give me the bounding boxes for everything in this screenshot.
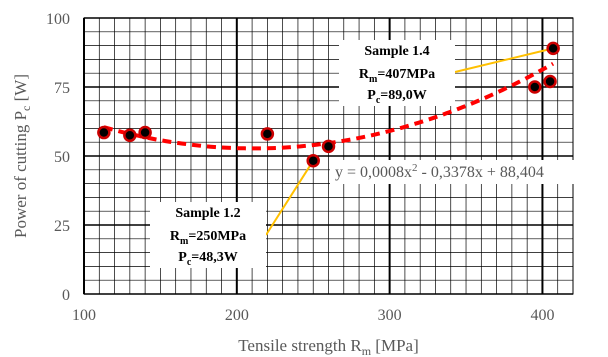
y-axis-title: Power of cutting Pc [W]	[11, 74, 33, 238]
trendline-equation: y = 0,0008x2 - 0,3378x + 88,404	[330, 160, 592, 184]
annotation-rm-rest-1-2: =250MPa	[188, 229, 246, 244]
annotation-leader-line	[265, 160, 315, 236]
x-axis-title-sub: m	[362, 344, 372, 357]
annotation-leader-line	[454, 47, 554, 73]
annotation-pc-1-2: Pc=48,3W	[178, 250, 238, 268]
data-points	[97, 41, 560, 168]
plot-area-border	[83, 17, 574, 295]
data-point	[543, 74, 557, 89]
annotation-rm-main-1-2: R	[170, 229, 181, 244]
x-tick-label: 200	[225, 307, 249, 324]
annotation-rm-sub-1-4: m	[369, 74, 378, 85]
annotation-sample-1-4: Sample 1.4 Rm=407MPa Pc=89,0W	[339, 40, 455, 106]
y-tick-label: 0	[62, 287, 70, 304]
y-axis-title-main: Power of cutting P	[11, 111, 30, 238]
x-tick-label: 400	[530, 307, 554, 324]
y-tick-labels: 0 25 50 75 100	[46, 11, 70, 304]
data-point	[528, 80, 542, 94]
y-axis-title-unit: [W]	[11, 74, 30, 106]
annotation-box-1-2	[150, 202, 266, 268]
x-axis-title: Tensile strength Rm [MPa]	[238, 336, 419, 357]
annotation-rm-rest-1-4: =407MPa	[377, 67, 435, 82]
annotation-box-1-4	[339, 40, 455, 106]
data-point	[546, 41, 560, 56]
annotation-pc-main-1-4: P	[367, 88, 376, 103]
trendline-equation-label: y = 0,0008x2 - 0,3378x + 88,404	[335, 162, 544, 181]
data-point	[123, 128, 137, 143]
y-tick-label: 75	[54, 80, 70, 97]
data-point	[138, 125, 152, 140]
trendline-equation-prefix: y = 0,0008x	[335, 164, 412, 181]
data-point	[321, 139, 336, 154]
x-tick-label: 300	[378, 307, 402, 324]
annotation-pc-sub-1-4: c	[376, 95, 381, 106]
annotation-pc-1-4: Pc=89,0W	[367, 88, 427, 106]
annotation-leader-lines	[265, 47, 554, 236]
data-point	[97, 125, 111, 140]
y-tick-label: 100	[46, 11, 70, 28]
trendline-equation-sup: 2	[412, 162, 418, 174]
annotation-pc-rest-1-2: =48,3W	[191, 250, 237, 265]
trendline-equation-bg	[330, 160, 592, 184]
annotation-pc-main-1-2: P	[178, 250, 187, 265]
y-axis-title-sub: c	[19, 106, 33, 111]
x-tick-label: 100	[72, 307, 96, 324]
x-axis-title-main: Tensile strength R	[238, 336, 362, 355]
x-tick-labels: 100 200 300 400	[72, 307, 554, 324]
x-axis-title-unit: [MPa]	[371, 336, 419, 355]
annotation-title-1-4: Sample 1.4	[364, 44, 429, 59]
annotation-title-1-2: Sample 1.2	[175, 206, 240, 221]
y-tick-label: 25	[54, 218, 70, 235]
annotation-rm-main-1-4: R	[359, 67, 370, 82]
annotation-rm-1-4: Rm=407MPa	[359, 67, 435, 85]
data-point	[306, 153, 320, 168]
annotation-pc-rest-1-4: =89,0W	[380, 88, 426, 103]
data-point	[260, 127, 275, 141]
annotation-rm-sub-1-2: m	[180, 236, 189, 247]
trendline-equation-suffix: - 0,3378x + 88,404	[418, 164, 544, 181]
y-tick-label: 50	[54, 149, 70, 166]
annotation-pc-sub-1-2: c	[187, 257, 192, 268]
annotation-sample-1-2: Sample 1.2 Rm=250MPa Pc=48,3W	[150, 202, 266, 268]
annotation-rm-1-2: Rm=250MPa	[170, 229, 246, 247]
